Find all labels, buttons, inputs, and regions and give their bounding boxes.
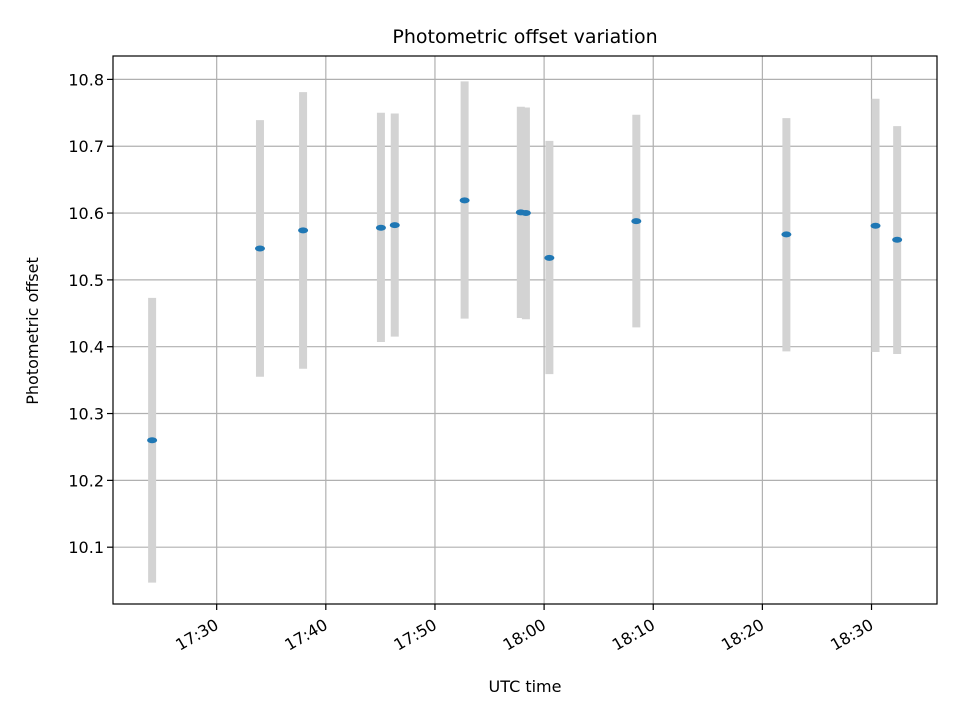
data-point	[298, 227, 309, 234]
data-point	[375, 224, 386, 231]
y-tick-label: 10.4	[68, 338, 104, 357]
data-point	[870, 222, 881, 229]
data-point	[459, 197, 470, 204]
data-point	[781, 231, 792, 238]
plot-frame	[112, 55, 938, 605]
y-tick-label: 10.6	[68, 204, 104, 223]
data-point	[147, 437, 158, 444]
y-axis-ticks: 10.1 10.2 10.3 10.4 10.5 10.6 10.7 10.8	[68, 70, 113, 557]
data-point	[544, 254, 555, 261]
y-tick-label: 10.3	[68, 405, 104, 424]
data-point	[892, 236, 903, 243]
data-point	[389, 222, 400, 229]
y-tick-label: 10.5	[68, 271, 104, 290]
x-axis-title: UTC time	[489, 677, 562, 696]
data-point	[520, 210, 531, 217]
data-point	[631, 218, 642, 225]
y-tick-label: 10.1	[68, 538, 104, 557]
y-axis-title: Photometric offset	[23, 257, 42, 405]
y-tick-label: 10.7	[68, 137, 104, 156]
data-point	[254, 245, 265, 252]
y-tick-label: 10.2	[68, 471, 104, 490]
data-points	[147, 197, 903, 444]
chart-title: Photometric offset variation	[392, 26, 657, 48]
y-tick-label: 10.8	[68, 70, 104, 89]
